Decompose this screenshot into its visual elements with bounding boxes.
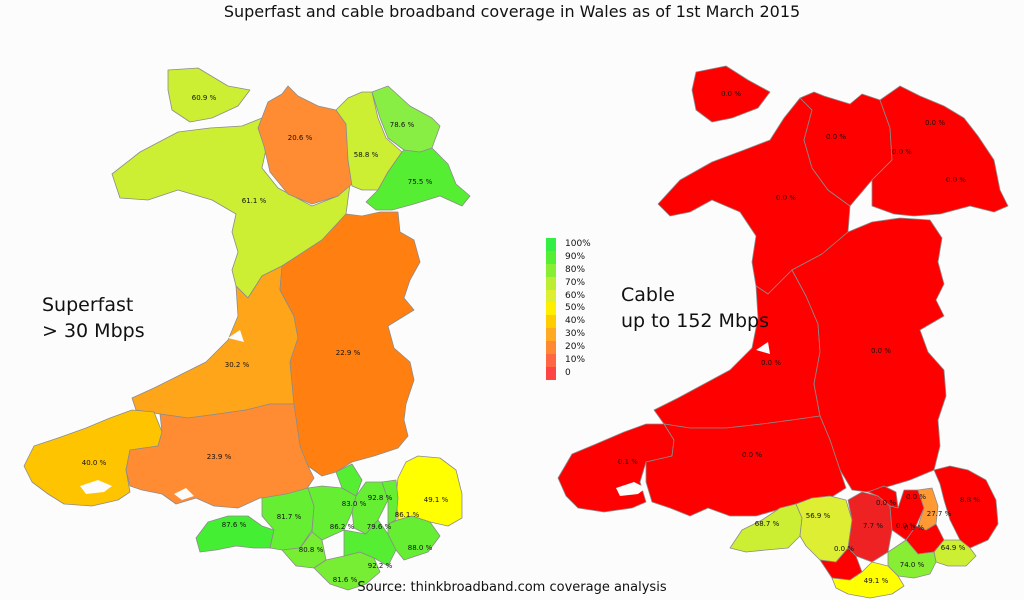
label-cable-swansea: 68.7 %	[755, 520, 780, 528]
legend-label: 20%	[565, 342, 586, 353]
legend-swatch	[546, 341, 556, 355]
label-cable-vale: 49.1 %	[864, 577, 889, 585]
legend-swatch	[546, 302, 556, 316]
label-cable-denbighshire: 0.0 %	[892, 148, 912, 156]
label-cable-caerphilly: 0.0 %	[904, 524, 924, 532]
region-merthyr	[335, 463, 363, 497]
label-superfast-monmouthshire: 49.1 %	[424, 496, 449, 504]
legend-label: 30%	[565, 329, 586, 340]
label-cable-merthyr: 0.0 %	[906, 493, 926, 501]
label-superfast-rct: 83.0 %	[342, 500, 367, 508]
label-cable-anglesey: 0.0 %	[721, 90, 741, 98]
label-superfast-carmarthenshire: 23.9 %	[207, 453, 232, 461]
region-vale	[313, 551, 381, 591]
label-cable-monmouthshire: 8.8 %	[960, 496, 980, 504]
label-superfast-caerphilly: 79.6 %	[367, 523, 392, 531]
region-ceredigion	[131, 265, 299, 419]
legend-swatch	[546, 366, 556, 380]
label-superfast-denbighshire: 58.8 %	[354, 151, 379, 159]
label-superfast-wrexham: 75.5 %	[408, 178, 433, 186]
label-superfast-ceredigion: 30.2 %	[225, 361, 250, 369]
label-superfast-conwy: 20.6 %	[288, 134, 313, 142]
legend-label: 80%	[565, 264, 586, 275]
label-cable-flintshire: 0.0 %	[925, 119, 945, 127]
label-cable-cardiff: 74.0 %	[900, 561, 925, 569]
legend-label: 10%	[565, 355, 586, 366]
label-cable-carmarthenshire: 0.0 %	[742, 451, 762, 459]
cable-region-vale	[831, 561, 905, 599]
legend-swatch	[546, 328, 556, 342]
label-superfast-cardiff: 92.2 %	[368, 562, 393, 570]
legend-swatch	[546, 315, 556, 329]
legend-label: 50%	[565, 303, 586, 314]
cable-caption: Cable up to 152 Mbps	[621, 284, 769, 332]
cable-map: 0.0 % 0.0 % 0.0 % 0.0 % 0.0 % 0.0 % 0.0 …	[557, 65, 1009, 599]
label-cable-neath: 56.9 %	[806, 512, 831, 520]
label-cable-powys: 0.0 %	[871, 347, 891, 355]
legend-label: 90%	[565, 251, 586, 262]
label-cable-gwynedd: 0.0 %	[776, 194, 796, 202]
legend-label: 60%	[565, 290, 586, 301]
label-cable-rct: 0.0 %	[876, 499, 896, 507]
label-superfast-pembrokeshire: 40.0 %	[82, 459, 107, 467]
superfast-map: 60.9 % 20.6 % 58.8 % 78.6 % 75.5 % 61.1 …	[23, 67, 471, 591]
label-superfast-bridgend: 80.8 %	[299, 546, 324, 554]
legend-label: 100%	[565, 239, 591, 249]
label-cable-ceredigion: 0.0 %	[761, 359, 781, 367]
region-bridgend	[281, 531, 327, 569]
region-cardiff	[343, 519, 397, 567]
source-note: Source: thinkbroadband.com coverage anal…	[357, 580, 667, 595]
region-wrexham	[365, 147, 471, 211]
label-superfast-powys: 22.9 %	[336, 349, 361, 357]
legend-label: 70%	[565, 277, 586, 288]
label-superfast-flintshire: 78.6 %	[390, 121, 415, 129]
label-superfast-neath: 81.7 %	[277, 513, 302, 521]
region-anglesey	[167, 67, 251, 123]
cable-region-anglesey	[691, 65, 771, 123]
region-rct	[307, 485, 357, 541]
region-newport	[387, 515, 441, 561]
cable-region-newport	[933, 539, 977, 567]
cable-region-pembrokeshire	[557, 423, 675, 513]
label-cable-newport: 64.9 %	[941, 544, 966, 552]
cable-region-powys	[791, 217, 947, 493]
label-cable-blaenau: 0.0 %	[896, 522, 916, 530]
legend-swatch	[546, 250, 556, 264]
label-superfast-anglesey: 60.9 %	[192, 94, 217, 102]
legend-label: 0	[565, 367, 571, 378]
label-cable-conwy: 0.0 %	[826, 133, 846, 141]
label-cable-torfaen: 27.7 %	[927, 510, 952, 518]
legend-label: 40%	[565, 316, 586, 327]
label-superfast-rct-south: 86.2 %	[330, 523, 355, 531]
legend-swatch	[546, 276, 556, 290]
label-cable-pembrokeshire: 0.1 %	[618, 458, 638, 466]
label-cable-bridgend: 0.0 %	[834, 545, 854, 553]
label-superfast-merthyr: 92.8 %	[368, 494, 393, 502]
label-cable-wrexham: 0.0 %	[946, 176, 966, 184]
label-superfast-torfaen: 86.1 %	[395, 511, 420, 519]
superfast-caption: Superfast > 30 Mbps	[42, 294, 145, 342]
label-superfast-newport: 88.0 %	[408, 544, 433, 552]
legend-swatch	[546, 238, 556, 251]
region-carmarthenshire	[125, 403, 315, 509]
region-torfaen	[381, 479, 399, 525]
label-superfast-gwynedd: 61.1 %	[242, 197, 267, 205]
label-superfast-vale: 81.6 %	[333, 576, 358, 584]
legend-swatch	[546, 289, 556, 303]
legend-swatch	[546, 354, 556, 367]
cable-region-north-east	[871, 85, 1009, 217]
map-title: Superfast and cable broadband coverage i…	[223, 2, 801, 21]
cable-region-gwynedd	[657, 97, 851, 295]
legend-swatch	[546, 263, 556, 277]
label-cable-rct-south: 7.7 %	[863, 522, 883, 530]
cable-region-monmouthshire	[933, 465, 999, 549]
label-superfast-swansea: 87.6 %	[222, 521, 247, 529]
